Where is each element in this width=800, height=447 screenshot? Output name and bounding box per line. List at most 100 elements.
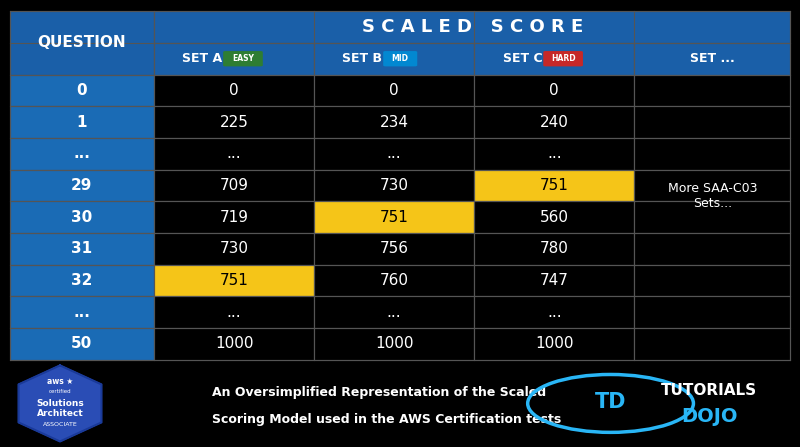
Text: 751: 751 <box>540 178 569 193</box>
Text: ...: ... <box>226 146 242 161</box>
Text: ...: ... <box>74 146 90 161</box>
FancyBboxPatch shape <box>10 106 154 138</box>
Text: TUTORIALS: TUTORIALS <box>661 383 757 398</box>
FancyBboxPatch shape <box>154 11 790 43</box>
Text: S C A L E D   S C O R E: S C A L E D S C O R E <box>362 18 583 36</box>
Text: ASSOCIATE: ASSOCIATE <box>42 422 78 426</box>
FancyBboxPatch shape <box>474 265 634 296</box>
FancyBboxPatch shape <box>314 106 474 138</box>
FancyBboxPatch shape <box>154 75 314 106</box>
FancyBboxPatch shape <box>10 170 154 201</box>
FancyBboxPatch shape <box>10 201 154 233</box>
Text: 1000: 1000 <box>535 337 574 351</box>
FancyBboxPatch shape <box>634 201 790 233</box>
FancyBboxPatch shape <box>634 296 790 328</box>
Text: Architect: Architect <box>37 409 83 418</box>
FancyBboxPatch shape <box>634 328 790 360</box>
FancyBboxPatch shape <box>314 43 474 75</box>
Text: aws ★: aws ★ <box>47 377 73 386</box>
FancyBboxPatch shape <box>154 43 314 75</box>
Text: 30: 30 <box>71 210 93 225</box>
Text: Solutions: Solutions <box>36 399 84 408</box>
Text: More SAA-C03
Sets...: More SAA-C03 Sets... <box>667 182 757 210</box>
FancyBboxPatch shape <box>474 296 634 328</box>
Text: EASY: EASY <box>232 54 254 63</box>
FancyBboxPatch shape <box>474 170 634 201</box>
FancyBboxPatch shape <box>634 75 790 106</box>
Text: 730: 730 <box>219 241 249 257</box>
FancyBboxPatch shape <box>10 328 154 360</box>
Text: SET B: SET B <box>342 52 382 65</box>
Text: 0: 0 <box>390 83 399 98</box>
FancyBboxPatch shape <box>634 106 790 138</box>
FancyBboxPatch shape <box>314 201 474 233</box>
Text: QUESTION: QUESTION <box>38 35 126 51</box>
FancyBboxPatch shape <box>314 328 474 360</box>
Text: 240: 240 <box>540 114 569 130</box>
Text: SET ...: SET ... <box>690 52 734 65</box>
FancyBboxPatch shape <box>10 138 154 170</box>
Text: 560: 560 <box>540 210 569 225</box>
Text: 0: 0 <box>550 83 559 98</box>
FancyBboxPatch shape <box>474 106 634 138</box>
Text: 50: 50 <box>71 337 93 351</box>
FancyBboxPatch shape <box>10 296 154 328</box>
Text: 225: 225 <box>220 114 249 130</box>
Text: 1: 1 <box>77 114 87 130</box>
Text: 0: 0 <box>230 83 239 98</box>
FancyBboxPatch shape <box>10 11 154 75</box>
FancyBboxPatch shape <box>634 233 790 265</box>
Text: 709: 709 <box>219 178 249 193</box>
FancyBboxPatch shape <box>474 75 634 106</box>
Polygon shape <box>18 365 102 442</box>
Text: An Oversimplified Representation of the Scaled: An Oversimplified Representation of the … <box>212 387 546 400</box>
Text: ...: ... <box>387 146 402 161</box>
FancyBboxPatch shape <box>634 170 790 201</box>
Text: certified: certified <box>49 389 71 394</box>
FancyBboxPatch shape <box>154 170 314 201</box>
Text: DOJO: DOJO <box>681 407 738 426</box>
Text: 29: 29 <box>71 178 93 193</box>
Text: 780: 780 <box>540 241 569 257</box>
FancyBboxPatch shape <box>154 233 314 265</box>
Text: SET C: SET C <box>503 52 542 65</box>
Text: ...: ... <box>226 305 242 320</box>
FancyBboxPatch shape <box>154 138 314 170</box>
Text: ...: ... <box>547 305 562 320</box>
Text: 234: 234 <box>380 114 409 130</box>
FancyBboxPatch shape <box>314 265 474 296</box>
FancyBboxPatch shape <box>154 201 314 233</box>
Text: ...: ... <box>74 305 90 320</box>
FancyBboxPatch shape <box>154 296 314 328</box>
Text: 730: 730 <box>380 178 409 193</box>
Text: 719: 719 <box>219 210 249 225</box>
FancyBboxPatch shape <box>314 233 474 265</box>
Text: 760: 760 <box>380 273 409 288</box>
FancyBboxPatch shape <box>314 75 474 106</box>
Text: 751: 751 <box>380 210 409 225</box>
Text: TD: TD <box>595 392 626 412</box>
Text: 751: 751 <box>220 273 249 288</box>
FancyBboxPatch shape <box>383 51 418 67</box>
Text: MID: MID <box>392 54 409 63</box>
Text: ...: ... <box>387 305 402 320</box>
FancyBboxPatch shape <box>10 265 154 296</box>
FancyBboxPatch shape <box>314 170 474 201</box>
FancyBboxPatch shape <box>223 51 263 67</box>
FancyBboxPatch shape <box>474 328 634 360</box>
FancyBboxPatch shape <box>314 138 474 170</box>
Text: ...: ... <box>547 146 562 161</box>
FancyBboxPatch shape <box>634 138 790 170</box>
FancyBboxPatch shape <box>543 51 583 67</box>
FancyBboxPatch shape <box>474 138 634 170</box>
Text: 0: 0 <box>77 83 87 98</box>
Text: 32: 32 <box>71 273 93 288</box>
FancyBboxPatch shape <box>474 233 634 265</box>
Text: HARD: HARD <box>550 54 575 63</box>
Text: Scoring Model used in the AWS Certification tests: Scoring Model used in the AWS Certificat… <box>212 413 562 426</box>
FancyBboxPatch shape <box>154 106 314 138</box>
Text: 1000: 1000 <box>215 337 254 351</box>
FancyBboxPatch shape <box>474 43 634 75</box>
FancyBboxPatch shape <box>10 75 154 106</box>
FancyBboxPatch shape <box>154 265 314 296</box>
